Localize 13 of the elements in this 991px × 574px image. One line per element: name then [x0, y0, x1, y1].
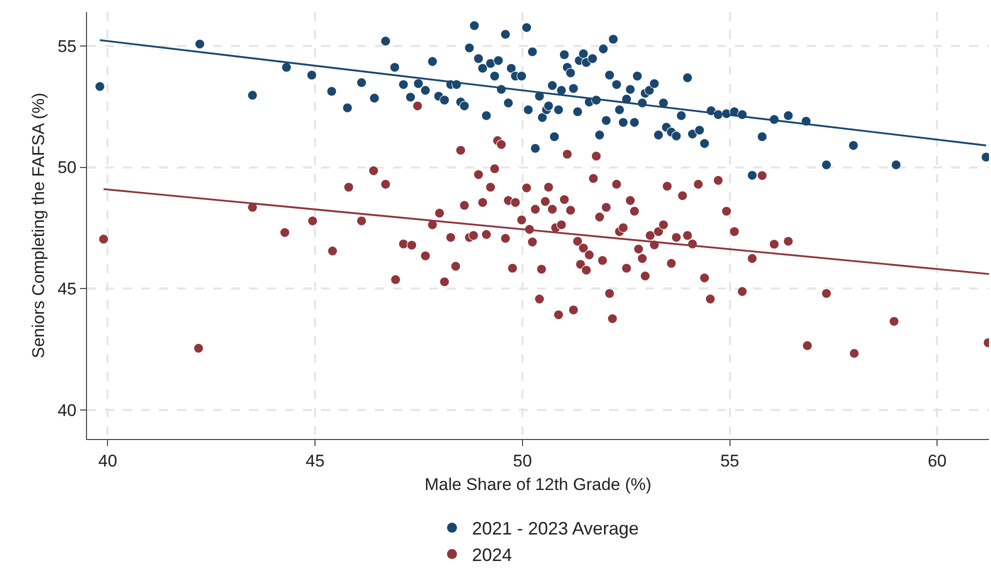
y-tick-label: 50 [58, 158, 76, 178]
legend-label: 2021 - 2023 Average [472, 518, 639, 539]
x-tick-label: 50 [512, 452, 532, 470]
x-tick-label: 45 [306, 452, 325, 470]
y-axis-title: Seniors Completing the FAFSA (%) [29, 92, 48, 358]
y-tick-label: 45 [58, 280, 76, 299]
legend-label: 2024 [472, 545, 512, 566]
x-axis-title: Male Share of 12th Grade (%) [424, 474, 652, 494]
x-tick-label: 55 [720, 452, 740, 470]
y-tick-label: 40 [58, 400, 76, 420]
x-tick-label: 60 [928, 452, 947, 470]
x-tick-label: 40 [98, 452, 118, 470]
y-tick-label: 55 [58, 36, 76, 56]
